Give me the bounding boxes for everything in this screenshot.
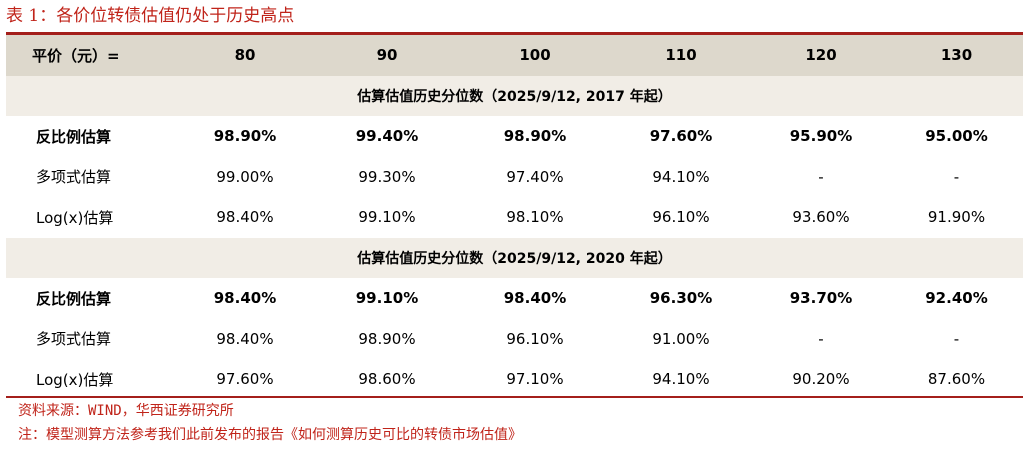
table-row: 反比例估算 98.90% 99.40% 98.90% 97.60% 95.90%… (6, 116, 1023, 157)
table-row: 多项式估算 99.00% 99.30% 97.40% 94.10% - - (6, 156, 1023, 197)
header-col: 90 (314, 35, 460, 76)
source-note: 资料来源：WIND，华西证券研究所 (18, 403, 234, 419)
table-cell: 91.00% (610, 318, 752, 359)
table-row: Log(x)估算 97.60% 98.60% 97.10% 94.10% 90.… (6, 359, 1023, 400)
header-col: 80 (176, 35, 314, 76)
table-cell: 96.30% (610, 278, 752, 319)
table-cell: 94.10% (610, 156, 752, 197)
table-cell: 93.70% (752, 278, 890, 319)
row-label: 多项式估算 (6, 318, 176, 359)
table-cell: 96.10% (610, 197, 752, 238)
table-cell: 97.40% (460, 156, 610, 197)
table-cell: 97.60% (610, 116, 752, 157)
table-row: 多项式估算 98.40% 98.90% 96.10% 91.00% - - (6, 318, 1023, 359)
table-cell: 98.90% (176, 116, 314, 157)
table-row: 反比例估算 98.40% 99.10% 98.40% 96.30% 93.70%… (6, 278, 1023, 319)
header-col: 130 (890, 35, 1023, 76)
table-cell: - (752, 318, 890, 359)
section-title-row: 估算估值历史分位数（2025/9/12, 2020 年起） (6, 237, 1023, 278)
table-cell: 98.90% (314, 318, 460, 359)
table-cell: 99.40% (314, 116, 460, 157)
table-title: 表 1：各价位转债估值仍处于历史高点 (6, 6, 295, 26)
section-title: 估算估值历史分位数（2025/9/12, 2017 年起） (6, 75, 1023, 116)
header-label: 平价（元）= (6, 35, 176, 76)
table-cell: 98.40% (176, 278, 314, 319)
table-cell: 92.40% (890, 278, 1023, 319)
table-cell: 93.60% (752, 197, 890, 238)
table-cell: 98.40% (176, 318, 314, 359)
table-cell: 99.00% (176, 156, 314, 197)
table-cell: 98.10% (460, 197, 610, 238)
table-cell: 98.90% (460, 116, 610, 157)
table-cell: 99.30% (314, 156, 460, 197)
table-cell: - (752, 156, 890, 197)
row-label: 反比例估算 (6, 116, 176, 157)
table-cell: - (890, 156, 1023, 197)
table-cell: 95.90% (752, 116, 890, 157)
table-cell: 98.60% (314, 359, 460, 400)
row-label: Log(x)估算 (6, 197, 176, 238)
row-label: 多项式估算 (6, 156, 176, 197)
header-row: 平价（元）= 80 90 100 110 120 130 (6, 35, 1023, 76)
table-cell: 98.40% (176, 197, 314, 238)
table-cell: 96.10% (460, 318, 610, 359)
table-cell: 95.00% (890, 116, 1023, 157)
table-cell: 94.10% (610, 359, 752, 400)
table-cell: - (890, 318, 1023, 359)
method-note: 注：模型测算方法参考我们此前发布的报告《如何测算历史可比的转债市场估值》 (18, 427, 522, 443)
table-cell: 99.10% (314, 197, 460, 238)
table-cell: 91.90% (890, 197, 1023, 238)
bottom-rule (6, 396, 1023, 398)
section-title-row: 估算估值历史分位数（2025/9/12, 2017 年起） (6, 75, 1023, 116)
table-cell: 98.40% (460, 278, 610, 319)
row-label: 反比例估算 (6, 278, 176, 319)
top-rule (6, 32, 1023, 35)
valuation-percentile-table: 平价（元）= 80 90 100 110 120 130 估算估值历史分位数（2… (6, 35, 1023, 400)
table-cell: 90.20% (752, 359, 890, 400)
section-title: 估算估值历史分位数（2025/9/12, 2020 年起） (6, 237, 1023, 278)
table-row: Log(x)估算 98.40% 99.10% 98.10% 96.10% 93.… (6, 197, 1023, 238)
table-cell: 87.60% (890, 359, 1023, 400)
header-col: 110 (610, 35, 752, 76)
table-cell: 97.10% (460, 359, 610, 400)
table-cell: 97.60% (176, 359, 314, 400)
row-label: Log(x)估算 (6, 359, 176, 400)
table-cell: 99.10% (314, 278, 460, 319)
header-col: 100 (460, 35, 610, 76)
header-col: 120 (752, 35, 890, 76)
